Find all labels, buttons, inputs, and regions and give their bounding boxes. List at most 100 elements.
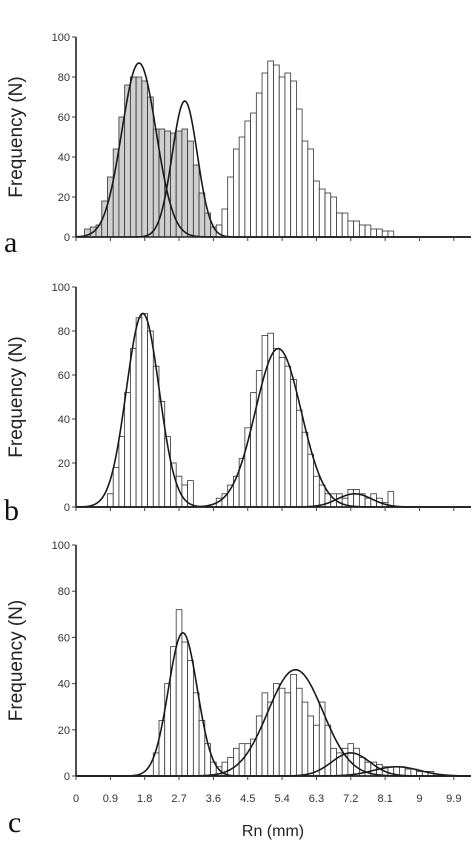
- histogram-bar: [364, 497, 372, 508]
- x-tick-label: 9: [416, 793, 422, 805]
- histogram-bar: [187, 140, 194, 238]
- histogram-bar: [307, 148, 314, 238]
- y-tick-label: 0: [64, 502, 70, 514]
- histogram-bar: [278, 356, 286, 508]
- histogram-bar: [295, 409, 303, 508]
- x-tick-label: 0.9: [103, 793, 118, 805]
- histogram-bar: [250, 112, 257, 238]
- histogram-bar: [290, 673, 297, 777]
- x-tick-label: 1.8: [137, 793, 152, 805]
- histogram-bar: [135, 317, 143, 508]
- y-tick-label: 40: [58, 414, 70, 426]
- panel-b: 0 20 40 60 80 100 Frequency (N) b: [4, 282, 471, 527]
- y-tick-label: 80: [58, 326, 70, 338]
- histogram-bar: [198, 192, 206, 238]
- histogram-bar: [112, 466, 120, 508]
- x-tick-label: 7.2: [343, 793, 358, 805]
- histogram-bar: [341, 212, 349, 238]
- y-axis-label: Frequency (N): [6, 336, 27, 457]
- y-tick-label: 20: [58, 458, 70, 470]
- histogram-bar: [129, 76, 137, 238]
- x-tick-label: 9.9: [446, 793, 461, 805]
- histogram-bar: [181, 641, 189, 777]
- histogram-bar: [141, 312, 148, 508]
- histogram-bar: [250, 738, 257, 777]
- histogram-bar: [273, 64, 280, 238]
- histogram-bar: [290, 378, 297, 508]
- histogram-bar: [244, 120, 252, 238]
- histogram-bar: [301, 431, 309, 508]
- x-tick-label: 4.5: [240, 793, 255, 805]
- y-tick-label: 40: [58, 679, 70, 691]
- histogram-bar: [233, 747, 240, 777]
- histogram-bar: [313, 475, 320, 508]
- x-tick-label: 3.6: [206, 793, 221, 805]
- panel-c: 0 20 40 60 80 100 0 0.9 1.8 2.7 3.6 4.5 5.4 6.3 7.2 8.1…: [6, 540, 471, 839]
- histogram-bar: [227, 757, 234, 777]
- histogram-bar: [192, 692, 200, 777]
- histogram-bar: [353, 747, 360, 777]
- histogram-bar: [278, 76, 286, 238]
- histogram-bar: [187, 660, 194, 777]
- histogram-bar: [353, 488, 360, 508]
- histogram-bar: [284, 692, 292, 777]
- panel-letter: b: [4, 494, 19, 527]
- x-axis-label: Rn (mm): [242, 823, 304, 840]
- histogram-bar: [301, 140, 309, 238]
- histogram-bar: [118, 436, 126, 508]
- histogram-bar: [261, 692, 269, 777]
- histogram-bar: [170, 646, 177, 777]
- y-tick-label: 80: [58, 586, 70, 598]
- histogram-bar: [129, 348, 137, 508]
- y-tick-label: 100: [52, 32, 70, 44]
- histogram-bar: [324, 493, 332, 508]
- histogram-bar: [192, 164, 200, 238]
- histogram-bar: [255, 370, 263, 508]
- histogram-bar: [353, 220, 360, 238]
- histogram-bar: [324, 192, 332, 238]
- histogram-bar: [181, 128, 189, 238]
- histogram-bar: [284, 365, 292, 508]
- histogram-bar: [318, 188, 326, 238]
- histogram-bar: [147, 96, 154, 238]
- histogram-bar: [233, 148, 240, 238]
- histogram-bar: [387, 230, 395, 238]
- y-axis-label: Frequency (N): [6, 76, 27, 197]
- histogram-bar: [370, 228, 377, 238]
- histogram-bar: [347, 488, 355, 508]
- y-tick-label: 80: [58, 72, 70, 84]
- histogram-bar: [273, 348, 280, 508]
- histogram-bar: [255, 715, 263, 777]
- histogram-bar: [227, 176, 234, 238]
- histogram-bar: [347, 220, 355, 238]
- histogram-bar: [324, 724, 332, 777]
- histogram-bar: [295, 687, 303, 777]
- histogram-bar: [261, 334, 269, 508]
- histogram-bar: [124, 392, 131, 508]
- histogram-bar: [158, 128, 166, 238]
- histogram-bar: [267, 701, 274, 777]
- y-tick-label: 20: [58, 725, 70, 737]
- histogram-bar: [147, 330, 154, 508]
- y-tick-label: 60: [58, 370, 70, 382]
- histogram-bar: [278, 687, 286, 777]
- histogram-bar: [238, 136, 246, 238]
- histogram-bar: [330, 196, 337, 238]
- x-tick-label: 2.7: [171, 793, 186, 805]
- histogram-bar: [307, 453, 314, 508]
- panel-letter: c: [8, 806, 21, 839]
- y-axis-label: Frequency (N): [6, 600, 27, 721]
- x-tick-label: 5.4: [274, 793, 289, 805]
- histogram-bar: [221, 208, 229, 238]
- histogram-bar: [313, 724, 320, 777]
- histogram-bar: [267, 332, 274, 508]
- histogram-bar: [255, 92, 263, 238]
- y-tick-label: 100: [52, 282, 70, 294]
- histogram-bar: [336, 212, 343, 238]
- histogram-bar: [376, 228, 383, 238]
- histogram-bar: [135, 76, 143, 238]
- y-tick-label: 60: [58, 112, 70, 124]
- panel-letter: a: [4, 226, 17, 259]
- histogram-bar: [107, 493, 114, 508]
